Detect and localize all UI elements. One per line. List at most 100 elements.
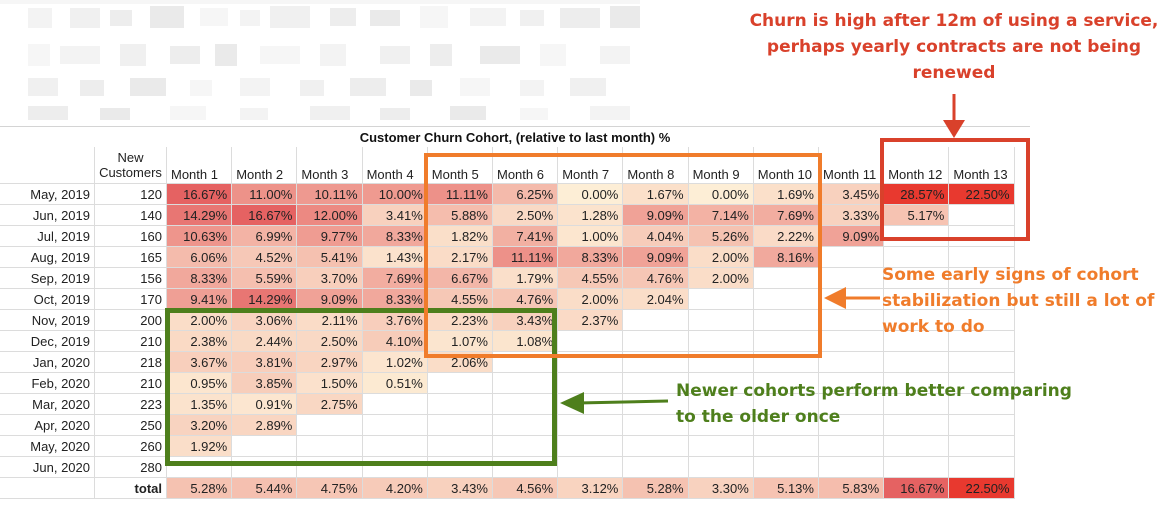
churn-cell: 3.20% xyxy=(167,415,233,436)
month-header: Month 12 xyxy=(884,147,950,184)
cohort-label: Sep, 2019 xyxy=(0,268,95,289)
churn-cell xyxy=(623,331,689,352)
churn-cell: 1.28% xyxy=(558,205,624,226)
red-annotation: Churn is high after 12m of using a servi… xyxy=(749,11,1159,83)
churn-cell xyxy=(623,310,689,331)
churn-cell: 5.59% xyxy=(232,268,298,289)
new-customers-cell: 140 xyxy=(95,205,167,226)
churn-cell xyxy=(949,415,1015,436)
churn-cell: 2.04% xyxy=(623,289,689,310)
new-customers-cell: 250 xyxy=(95,415,167,436)
churn-cell xyxy=(884,331,950,352)
month-header: Month 9 xyxy=(688,147,754,184)
churn-cell xyxy=(688,394,754,415)
cohort-label: Oct, 2019 xyxy=(0,289,95,310)
month-header: Month 1 xyxy=(167,147,233,184)
churn-cell xyxy=(688,331,754,352)
churn-cell: 5.17% xyxy=(884,205,950,226)
total-cell: 3.12% xyxy=(558,478,624,499)
churn-cell: 1.08% xyxy=(493,331,559,352)
churn-cell xyxy=(362,457,428,478)
cohort-label: Mar, 2020 xyxy=(0,394,95,415)
churn-cell: 0.95% xyxy=(167,373,233,394)
churn-cell: 9.41% xyxy=(167,289,233,310)
total-cell: 5.13% xyxy=(753,478,819,499)
churn-cell xyxy=(623,415,689,436)
churn-cell: 2.89% xyxy=(232,415,298,436)
churn-cell: 2.44% xyxy=(232,331,298,352)
churn-cell xyxy=(819,247,885,268)
churn-cell: 4.55% xyxy=(558,268,624,289)
churn-cell: 1.92% xyxy=(167,436,233,457)
churn-cell: 10.63% xyxy=(167,226,233,247)
cohort-label: Apr, 2020 xyxy=(0,415,95,436)
churn-cell: 0.91% xyxy=(232,394,298,415)
table-title: Customer Churn Cohort, (relative to last… xyxy=(0,126,1030,147)
red-highlight-box xyxy=(880,138,1030,241)
churn-cell xyxy=(819,310,885,331)
churn-cell xyxy=(623,352,689,373)
churn-cell xyxy=(884,415,950,436)
cohort-label: Dec, 2019 xyxy=(0,331,95,352)
churn-cell xyxy=(884,226,950,247)
green-arrow-icon xyxy=(560,392,669,414)
month-header: Month 11 xyxy=(819,147,885,184)
churn-cell xyxy=(297,457,363,478)
churn-cell xyxy=(558,436,624,457)
churn-cell xyxy=(558,394,624,415)
churn-cell: 3.76% xyxy=(362,310,428,331)
churn-cell xyxy=(949,310,1015,331)
total-label: total xyxy=(95,478,167,499)
churn-cell: 2.75% xyxy=(297,394,363,415)
month-header: Month 7 xyxy=(558,147,624,184)
new-customers-cell: 223 xyxy=(95,394,167,415)
churn-cell: 2.38% xyxy=(167,331,233,352)
churn-cell: 3.45% xyxy=(819,184,885,205)
new-customers-cell: 210 xyxy=(95,373,167,394)
churn-cell xyxy=(232,457,298,478)
churn-cell xyxy=(427,373,493,394)
churn-cell: 3.33% xyxy=(819,205,885,226)
churn-cell xyxy=(819,394,885,415)
churn-cell: 4.10% xyxy=(362,331,428,352)
churn-cell xyxy=(167,457,233,478)
churn-cell: 2.22% xyxy=(753,226,819,247)
churn-cell: 14.29% xyxy=(167,205,233,226)
churn-cell xyxy=(884,289,950,310)
churn-cell xyxy=(688,352,754,373)
churn-cell xyxy=(949,331,1015,352)
total-cell: 5.44% xyxy=(232,478,298,499)
month-header: Month 3 xyxy=(297,147,363,184)
churn-cell: 6.25% xyxy=(493,184,559,205)
churn-cell: 1.69% xyxy=(753,184,819,205)
churn-cell xyxy=(232,436,298,457)
churn-cell xyxy=(297,415,363,436)
churn-cell: 2.00% xyxy=(167,310,233,331)
cohort-label: Jun, 2019 xyxy=(0,205,95,226)
churn-cell xyxy=(884,310,950,331)
churn-cell xyxy=(427,457,493,478)
churn-cell xyxy=(884,394,950,415)
churn-cell xyxy=(819,373,885,394)
new-customers-cell: 120 xyxy=(95,184,167,205)
churn-cell: 9.09% xyxy=(297,289,363,310)
churn-cell xyxy=(688,373,754,394)
cohort-label: Jun, 2020 xyxy=(0,457,95,478)
cohort-label: Jan, 2020 xyxy=(0,352,95,373)
total-cell: 5.83% xyxy=(819,478,885,499)
churn-cell: 9.77% xyxy=(297,226,363,247)
churn-cell: 2.97% xyxy=(297,352,363,373)
new-customers-cell: 165 xyxy=(95,247,167,268)
new-customers-cell: 170 xyxy=(95,289,167,310)
churn-cell xyxy=(558,415,624,436)
churn-cell xyxy=(884,457,950,478)
total-spacer xyxy=(0,478,95,499)
churn-cell: 3.81% xyxy=(232,352,298,373)
churn-cell: 10.11% xyxy=(297,184,363,205)
churn-cell xyxy=(427,394,493,415)
churn-cell: 12.00% xyxy=(297,205,363,226)
green-highlight-box xyxy=(165,308,557,466)
churn-cell: 9.09% xyxy=(623,205,689,226)
orange-arrow-icon xyxy=(824,287,880,309)
churn-cell xyxy=(623,436,689,457)
